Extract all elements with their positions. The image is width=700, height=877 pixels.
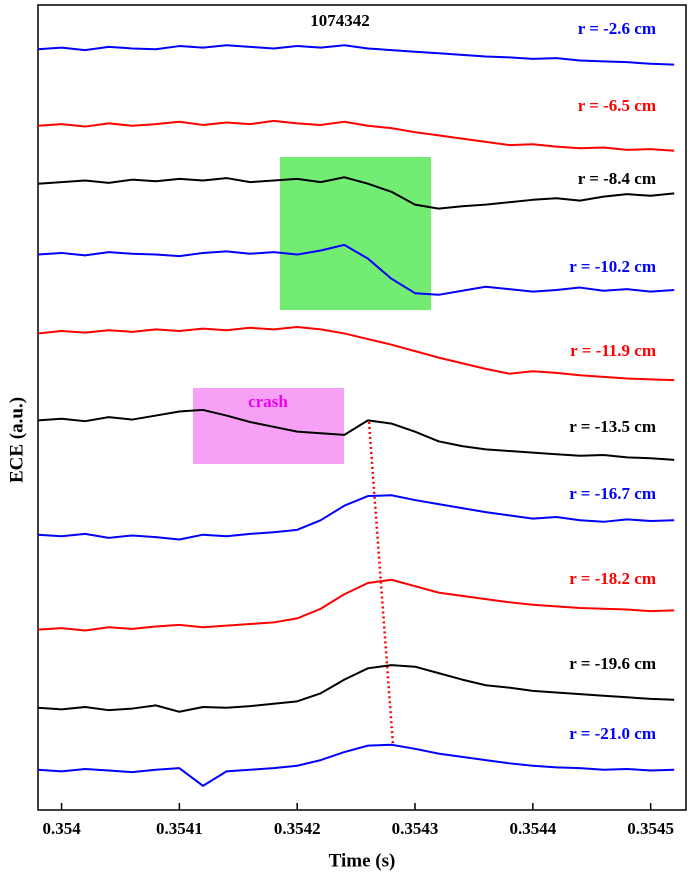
trace: [37, 743, 675, 787]
trace: [37, 176, 675, 210]
x-tick-label: 0.3545: [627, 819, 674, 838]
x-tick-label: 0.354: [42, 819, 81, 838]
x-tick-label: 0.3544: [509, 819, 556, 838]
trace-label: r = -8.4 cm: [578, 169, 656, 188]
trace: [37, 664, 675, 713]
trace: [37, 326, 675, 382]
trace-label: r = -16.7 cm: [569, 484, 656, 503]
x-tick-label: 0.3542: [274, 819, 321, 838]
trace: [37, 119, 675, 152]
trace-label: r = -6.5 cm: [578, 96, 656, 115]
trace-label: r = -10.2 cm: [569, 257, 656, 276]
trace-label: r = -11.9 cm: [570, 341, 656, 360]
trace: [37, 408, 675, 461]
trace: [37, 243, 675, 296]
y-axis-label: ECE (a.u.): [6, 397, 27, 483]
highlight-box: [280, 157, 431, 310]
trace-label: r = -13.5 cm: [569, 417, 656, 436]
trace-label: r = -21.0 cm: [569, 724, 656, 743]
annotation: crash: [248, 392, 288, 411]
propagation-line: [367, 421, 395, 746]
trace-label: r = -18.2 cm: [569, 569, 656, 588]
x-tick-label: 0.3543: [392, 819, 439, 838]
trace-label: r = -19.6 cm: [569, 654, 656, 673]
trace-label: r = -2.6 cm: [578, 19, 656, 38]
chart-title: 1074342: [310, 11, 370, 30]
trace: [37, 494, 675, 541]
x-axis-label: Time (s): [329, 850, 396, 871]
x-tick-label: 0.3541: [156, 819, 203, 838]
plot-frame: [37, 4, 687, 811]
trace: [37, 44, 675, 66]
trace: [37, 578, 675, 632]
